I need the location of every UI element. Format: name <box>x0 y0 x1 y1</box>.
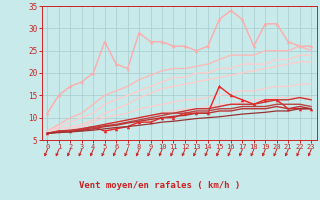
Text: Vent moyen/en rafales ( km/h ): Vent moyen/en rafales ( km/h ) <box>79 181 241 190</box>
